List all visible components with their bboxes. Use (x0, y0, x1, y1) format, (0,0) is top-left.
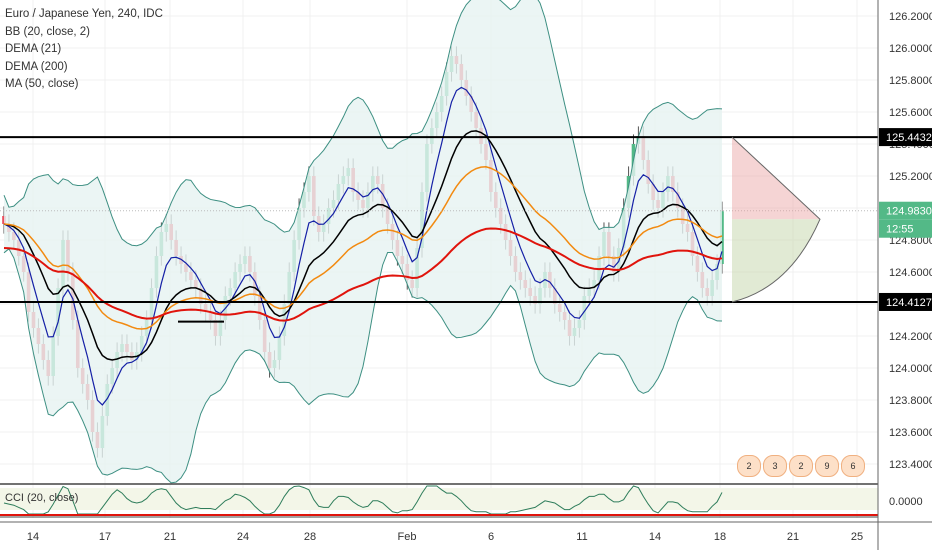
x-tick-label: 18 (714, 531, 726, 543)
y-tick-label: 125.8000 (889, 75, 932, 87)
bollinger-lower (3, 248, 723, 484)
bollinger-upper (3, 0, 723, 247)
legend-symbol: Euro / Japanese Yen, 240, IDC (5, 8, 163, 20)
event-badge[interactable]: 3 (763, 455, 787, 477)
x-tick-label: 25 (851, 531, 863, 543)
y-tick-label: 125.2000 (889, 171, 932, 183)
event-badge[interactable]: 9 (815, 455, 839, 477)
x-tick-label: 21 (787, 531, 799, 543)
y-tick-label: 124.0000 (889, 363, 932, 375)
y-tick-label: 125.6000 (889, 107, 932, 119)
countdown-tag-bg (879, 219, 932, 238)
current-price-tag: 124.9830 (886, 206, 932, 218)
dema200-line (3, 130, 723, 361)
economic-events[interactable]: 2 3 2 9 6 (737, 455, 865, 477)
x-tick-label: 14 (27, 531, 39, 543)
x-tick-label: 14 (649, 531, 661, 543)
ma50-line (3, 165, 723, 330)
current-price-tag-bg (879, 201, 932, 220)
x-tick-label: 17 (99, 531, 111, 543)
projection-lower (732, 219, 820, 302)
x-tick-label: 21 (164, 531, 176, 543)
y-tick-label: 124.6000 (889, 267, 932, 279)
y-tick-label: 123.8000 (889, 395, 932, 407)
resistance-price-tag-bg (879, 128, 932, 147)
legend-bb: BB (20, close, 2) (5, 25, 91, 38)
cci-line (3, 485, 723, 515)
event-badge[interactable]: 2 (737, 455, 761, 477)
red-ma-line (3, 227, 723, 322)
support-price-tag-bg (879, 292, 932, 311)
y-tick-label: 126.2000 (889, 11, 932, 23)
x-tick-label: 11 (576, 531, 587, 543)
event-badge[interactable]: 6 (841, 455, 865, 477)
legend-dema21: DEMA (21) (5, 43, 62, 55)
event-badge[interactable]: 2 (789, 455, 813, 477)
x-tick-label: Feb (398, 531, 417, 543)
projection-outline (731, 136, 821, 303)
cci-tick-label: 0.0000 (889, 496, 923, 508)
legend-dema200: DEMA (200) (5, 60, 68, 73)
legend: Euro / Japanese Yen, 240, IDC BB (20, cl… (5, 6, 163, 94)
y-tick-label: 123.4000 (889, 459, 932, 471)
support-price-tag: 124.4127 (886, 297, 932, 309)
x-tick-label: 6 (488, 531, 494, 543)
dema21-line (3, 86, 723, 406)
x-tick-label: 24 (237, 531, 249, 543)
x-tick-label: 28 (304, 531, 316, 543)
resistance-price-tag: 125.4432 (886, 132, 932, 144)
y-tick-label: 123.6000 (889, 427, 932, 439)
legend-ma50: MA (50, close) (5, 78, 79, 90)
y-tick-label: 126.0000 (889, 43, 932, 55)
y-tick-label: 124.8000 (889, 235, 932, 247)
countdown-tag: 12:55 (886, 224, 914, 236)
y-tick-label: 124.2000 (889, 331, 932, 343)
cci-legend: CCI (20, close) (5, 492, 79, 504)
cci-band (0, 488, 878, 510)
